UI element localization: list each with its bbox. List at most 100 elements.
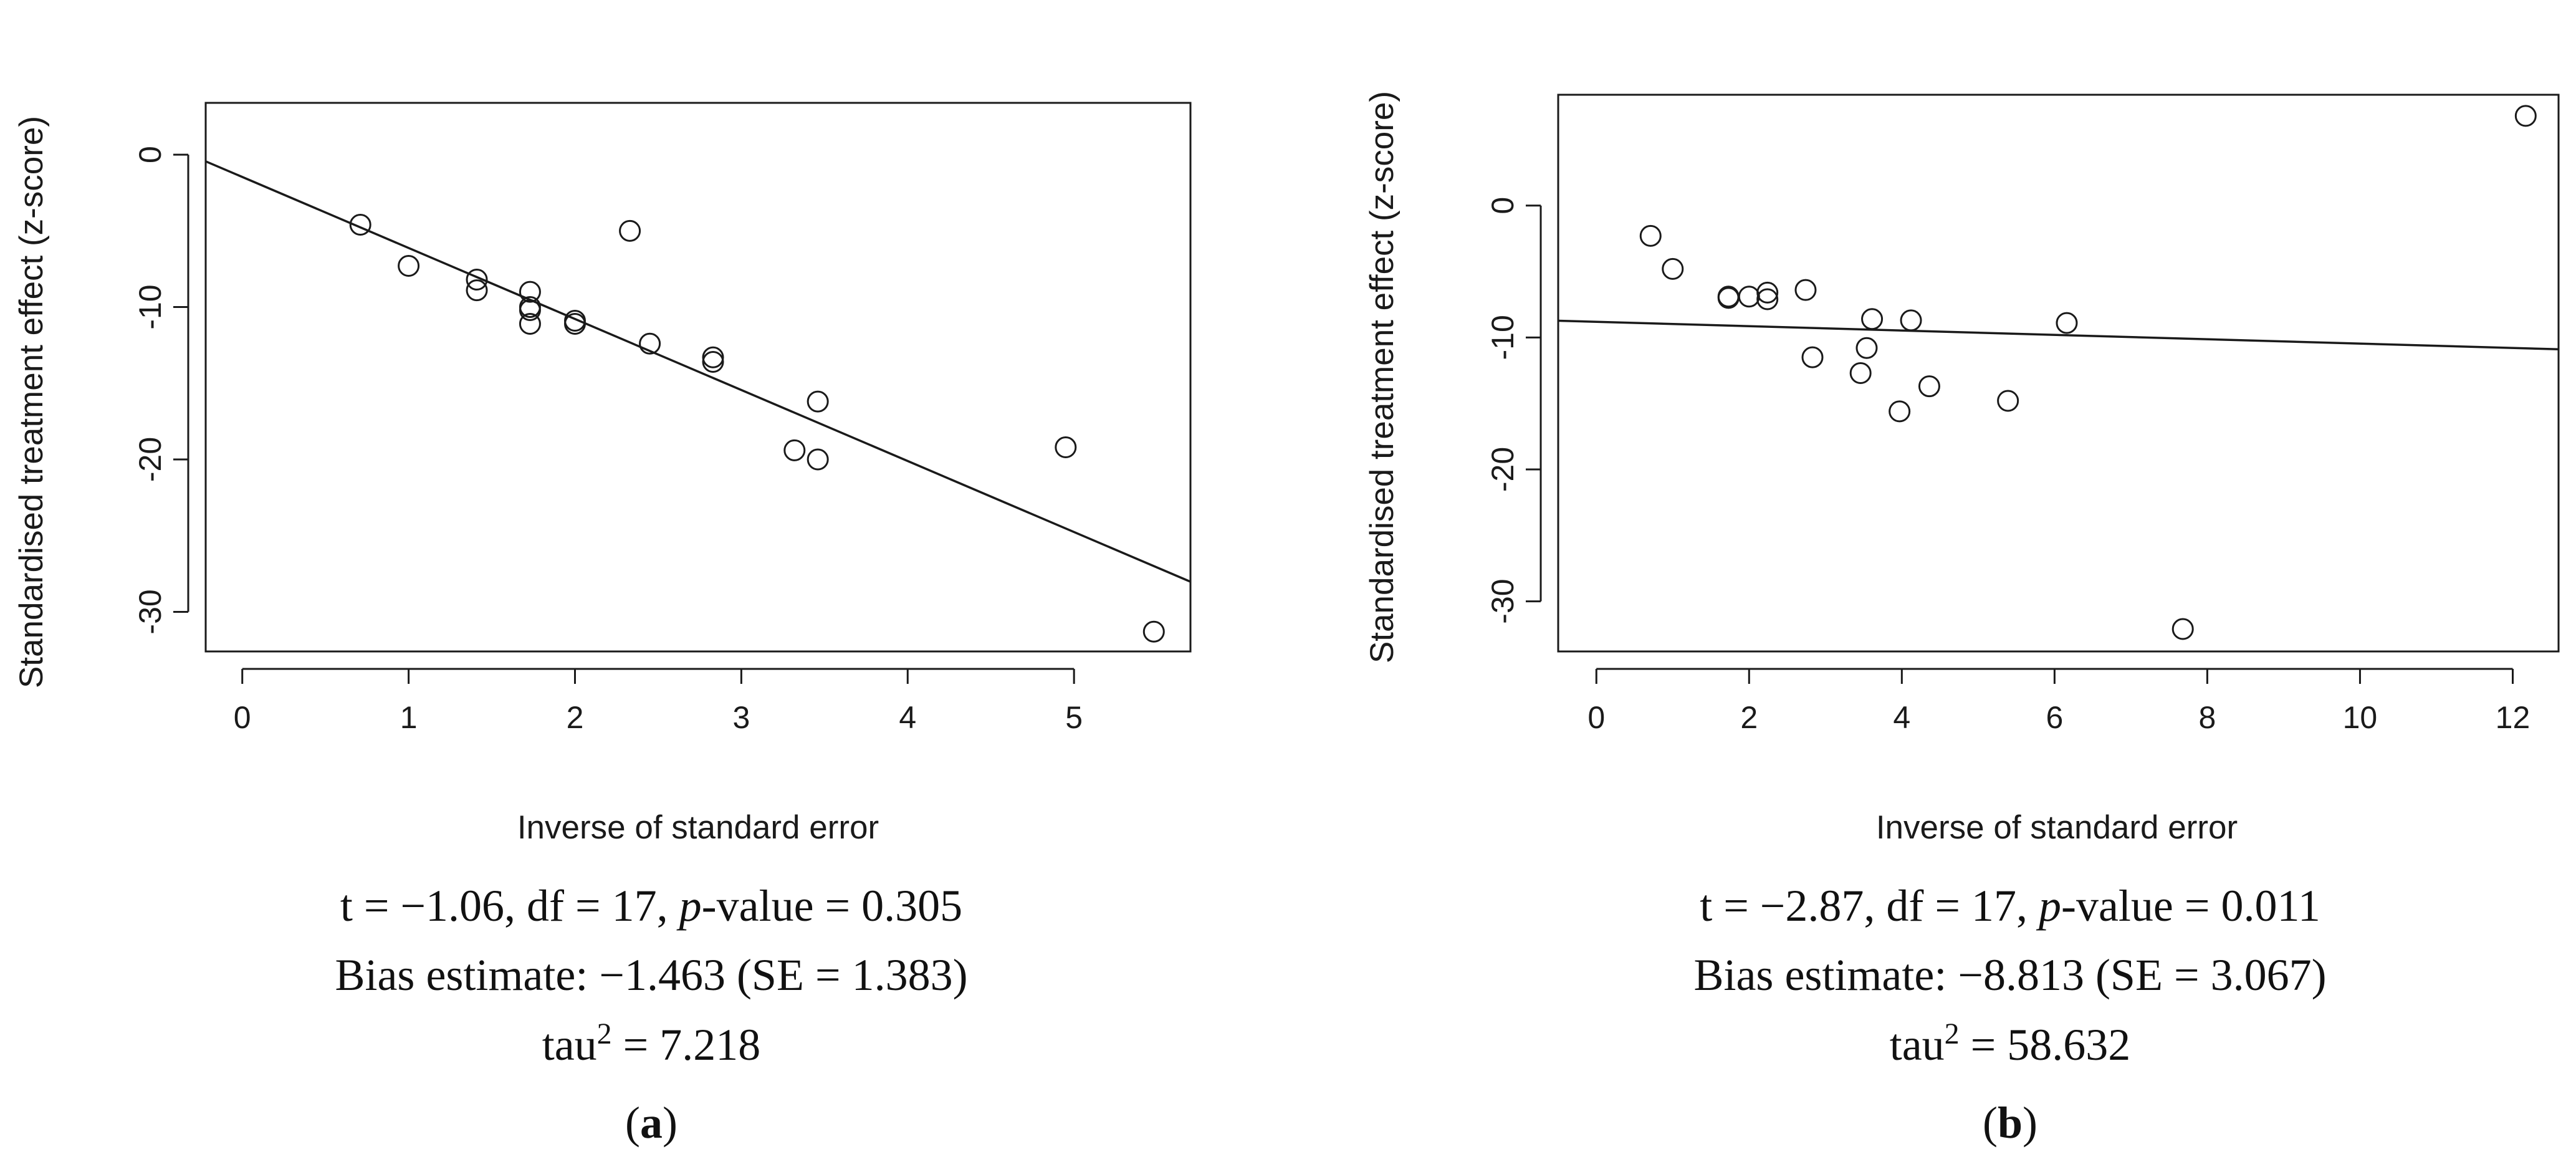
y-tick-label-b: 0 xyxy=(1485,197,1520,214)
x-tick-label-b: 0 xyxy=(1587,700,1605,735)
y-axis-b: 0 -10 -20 -30 xyxy=(1485,197,1542,624)
y-tick-label-b: -30 xyxy=(1485,579,1520,623)
x-axis-a: 0 1 2 3 4 5 xyxy=(234,668,1083,735)
panel-label-letter-a: a xyxy=(640,1098,663,1148)
panel-label-close-a: ) xyxy=(663,1098,678,1148)
y-tick-label-a: -20 xyxy=(133,437,168,482)
caption-line2-b: Bias estimate: −8.813 (SE = 3.067) xyxy=(1693,950,2326,1000)
panel-label-letter-b: b xyxy=(1998,1098,2023,1148)
caption-line3-b: tau2 = 58.632 xyxy=(1890,1017,2131,1070)
x-axis-b: 0 2 4 6 8 10 12 xyxy=(1587,668,2531,735)
y-tick-label-a: -10 xyxy=(133,284,168,329)
chart-panel-b: 0 2 4 6 8 10 12 0 -10 -20 -30 Inverse of standard… xyxy=(1364,91,2560,1148)
caption-tau-b: tau xyxy=(1890,1020,1945,1070)
data-point-a xyxy=(619,219,641,242)
y-tick-label-b: -10 xyxy=(1485,315,1520,360)
data-point-b xyxy=(1889,400,1911,423)
x-tick-label-b: 2 xyxy=(1740,700,1758,735)
panel-label-a: (a) xyxy=(625,1098,678,1148)
data-point-a xyxy=(398,255,420,277)
regression-line-b xyxy=(1558,319,2559,350)
caption-tau-a: tau xyxy=(542,1020,597,1070)
data-point-a xyxy=(1055,436,1077,458)
data-point-b xyxy=(1801,346,1824,368)
caption-p-a: p xyxy=(676,881,702,931)
data-point-b xyxy=(1756,288,1779,310)
caption-tau-sup-b: 2 xyxy=(1945,1017,1960,1050)
y-tick-label-a: -30 xyxy=(133,589,168,634)
data-point-b xyxy=(1756,281,1779,304)
data-point-b xyxy=(1662,257,1684,280)
data-point-b xyxy=(1738,286,1760,308)
data-point-a xyxy=(466,279,488,302)
data-point-b xyxy=(1717,286,1740,308)
panel-label-b: (b) xyxy=(1983,1098,2037,1148)
x-tick-label-b: 6 xyxy=(2046,700,2063,735)
data-point-a xyxy=(519,281,541,303)
x-tick-label-b: 12 xyxy=(2496,700,2531,735)
data-point-b xyxy=(1900,309,1922,332)
x-tick-label-a: 1 xyxy=(400,700,418,735)
panel-label-open-a: ( xyxy=(625,1098,640,1148)
data-point-b xyxy=(1849,362,1872,384)
data-point-a xyxy=(349,214,371,236)
data-point-a xyxy=(783,439,806,461)
data-point-b xyxy=(1918,375,1940,398)
caption-tau-value-b: = 58.632 xyxy=(1960,1020,2131,1070)
x-axis-label-b: Inverse of standard error xyxy=(1876,809,2238,846)
data-point-a xyxy=(519,299,541,321)
data-point-b xyxy=(2056,312,2078,334)
y-axis-a: 0 -10 -20 -30 xyxy=(133,146,189,635)
caption-line3-a: tau2 = 7.218 xyxy=(542,1017,761,1070)
caption-line1-a: t = −1.06, df = 17, p-value = 0.305 xyxy=(340,881,962,931)
y-tick-label-a: 0 xyxy=(133,146,168,163)
data-point-a xyxy=(702,351,724,373)
data-point-a xyxy=(702,346,724,368)
x-tick-label-a: 4 xyxy=(899,700,916,735)
x-tick-label-a: 2 xyxy=(567,700,584,735)
y-tick-label-b: -20 xyxy=(1485,447,1520,492)
scatter-points-a xyxy=(349,214,1165,643)
regression-line-a xyxy=(205,160,1191,583)
data-point-a xyxy=(1142,620,1165,643)
data-point-a xyxy=(807,448,829,471)
caption-pvalue-a: -value = 0.305 xyxy=(702,881,963,931)
data-point-a xyxy=(639,332,661,355)
panel-label-open-b: ( xyxy=(1983,1098,1998,1148)
caption-pvalue-b: -value = 0.011 xyxy=(2061,881,2320,931)
caption-stats-b: t = −2.87, df = 17, xyxy=(1700,881,2039,931)
data-point-a xyxy=(807,390,829,413)
y-axis-label-a: Standardised treatment effect (z-score) xyxy=(13,116,50,688)
data-point-b xyxy=(2171,618,2194,640)
data-point-b xyxy=(1861,308,1884,330)
data-point-b xyxy=(1855,337,1878,359)
data-point-b xyxy=(2514,105,2537,127)
chart-panel-a: 0 1 2 3 4 5 0 -10 -20 -30 Inverse of standard er… xyxy=(13,102,1192,1148)
caption-line2-a: Bias estimate: −1.463 (SE = 1.383) xyxy=(335,950,967,1000)
plot-frame-a xyxy=(204,102,1192,653)
data-point-a xyxy=(564,312,586,335)
x-tick-label-b: 4 xyxy=(1893,700,1910,735)
x-tick-label-b: 8 xyxy=(2199,700,2216,735)
data-point-b xyxy=(1997,390,2019,412)
data-point-b xyxy=(1639,224,1662,247)
caption-p-b: p xyxy=(2036,881,2061,931)
data-point-a xyxy=(519,312,541,335)
x-tick-label-b: 10 xyxy=(2343,700,2378,735)
x-axis-label-a: Inverse of standard error xyxy=(517,809,879,846)
caption-tau-sup-a: 2 xyxy=(597,1017,612,1050)
scatter-points-b xyxy=(1639,105,2537,640)
x-tick-label-a: 3 xyxy=(732,700,750,735)
caption-line1-b: t = −2.87, df = 17, p-value = 0.011 xyxy=(1700,881,2320,931)
x-tick-label-a: 0 xyxy=(234,700,251,735)
regression-line-path-a xyxy=(205,160,1191,583)
regression-line-path-b xyxy=(1558,319,2559,350)
y-axis-label-b: Standardised treatment effect (z-score) xyxy=(1364,91,1401,663)
caption-stats-a: t = −1.06, df = 17, xyxy=(340,881,679,931)
x-tick-label-a: 5 xyxy=(1065,700,1083,735)
plot-frame-b xyxy=(1557,94,2560,653)
panel-label-close-b: ) xyxy=(2023,1098,2037,1148)
data-point-b xyxy=(1794,279,1817,301)
caption-tau-value-a: = 7.218 xyxy=(612,1020,761,1070)
